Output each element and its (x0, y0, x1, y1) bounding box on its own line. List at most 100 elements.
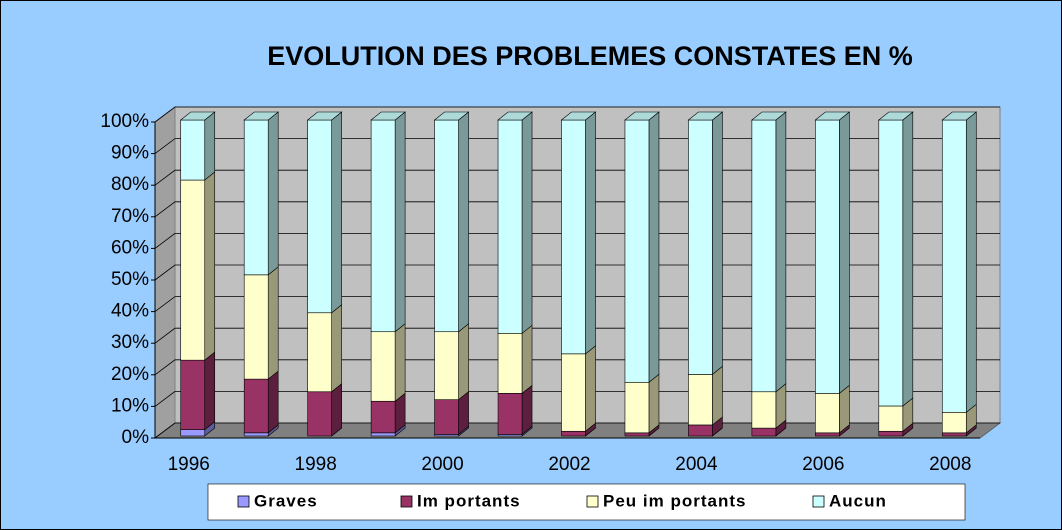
bar (180, 119, 206, 181)
bar-top (814, 111, 851, 121)
bar (370, 400, 396, 434)
y-tick-label: 80% (111, 174, 149, 195)
bar (624, 432, 650, 437)
grid-line (154, 232, 1000, 249)
x-tick-label: 2002 (548, 454, 590, 475)
bar-top (497, 111, 533, 121)
bar-top (877, 111, 914, 121)
bar-side (521, 384, 533, 436)
bar-side (902, 111, 914, 407)
bar (561, 353, 586, 432)
bar (688, 119, 713, 375)
grid-line (154, 138, 1000, 154)
bar-side (839, 111, 850, 394)
bar-top (306, 111, 343, 121)
bar-top (560, 111, 597, 121)
grid-line (154, 264, 1000, 281)
legend-label: Aucun (829, 491, 887, 510)
bar-side (458, 323, 469, 401)
legend-swatch (586, 495, 599, 508)
grid-line (154, 327, 1000, 344)
x-tick-label: 2000 (421, 454, 463, 475)
legend-swatch (400, 495, 413, 508)
grid-line (154, 201, 1000, 218)
bar-side (585, 111, 596, 355)
bar-top (941, 111, 978, 121)
legend-swatch (812, 495, 825, 508)
bar (180, 359, 206, 430)
bar-side (204, 171, 216, 361)
bar (941, 119, 967, 413)
y-tick-label: 90% (111, 143, 149, 164)
bar-side (267, 266, 279, 380)
y-tick-label: 30% (111, 332, 149, 353)
bar-side (585, 345, 596, 432)
x-tick-label: 1996 (168, 454, 210, 475)
bar (434, 119, 459, 333)
bar (497, 119, 523, 334)
grid-line (154, 359, 1000, 376)
bar-top (243, 111, 280, 121)
bar-top (751, 111, 787, 121)
bar (434, 331, 459, 400)
bar (307, 119, 332, 314)
grid-line (154, 390, 1000, 407)
bar-side (394, 111, 406, 333)
bar (497, 332, 523, 394)
bar-top (624, 111, 660, 121)
bar-side (204, 351, 216, 431)
bar (561, 119, 586, 355)
bar-side (648, 373, 660, 434)
x-tick-label: 2008 (929, 454, 971, 475)
bar-side (775, 111, 787, 393)
bar-top (687, 111, 724, 121)
grid-line (154, 169, 1000, 186)
bar-top (179, 111, 216, 121)
grid-line (154, 422, 1000, 439)
bar (370, 432, 396, 437)
bar (878, 430, 904, 437)
bar (307, 391, 332, 437)
bar (624, 381, 650, 434)
bar (243, 119, 269, 276)
grid-line (154, 296, 1000, 312)
bar-top (370, 111, 406, 121)
y-tick-label: 40% (111, 301, 149, 322)
bar (180, 179, 206, 361)
bar (307, 312, 332, 393)
bar-side (331, 304, 342, 393)
bar (751, 427, 777, 437)
legend-label: Graves (254, 491, 318, 510)
bar (497, 393, 523, 435)
bar (878, 405, 904, 432)
bar-top (433, 111, 470, 121)
bar (243, 432, 269, 437)
legend-label: Im portants (417, 491, 521, 510)
bar (815, 432, 840, 437)
legend-box (207, 483, 966, 521)
grid-line (154, 106, 1000, 123)
y-tick-label: 70% (111, 206, 149, 227)
bar-side (267, 370, 279, 434)
bar-side (458, 111, 469, 333)
bar (243, 378, 269, 434)
bar (688, 374, 713, 426)
bar (688, 424, 713, 437)
bar (815, 393, 840, 434)
bar (370, 331, 396, 402)
y-tick-label: 0% (122, 427, 150, 448)
bar (561, 430, 586, 437)
bar-side (267, 111, 279, 276)
bar-side (331, 111, 342, 314)
chart-title: EVOLUTION DES PROBLEMES CONSTATES EN % (267, 41, 913, 71)
bar (370, 119, 396, 333)
bar (941, 411, 967, 434)
y-tick-label: 20% (111, 364, 149, 385)
bar (941, 432, 967, 437)
y-tick-label: 50% (111, 269, 149, 290)
bar (434, 399, 459, 435)
bar (751, 391, 777, 429)
bar-side (394, 323, 406, 402)
bar (180, 429, 206, 437)
bar-side (331, 383, 342, 437)
